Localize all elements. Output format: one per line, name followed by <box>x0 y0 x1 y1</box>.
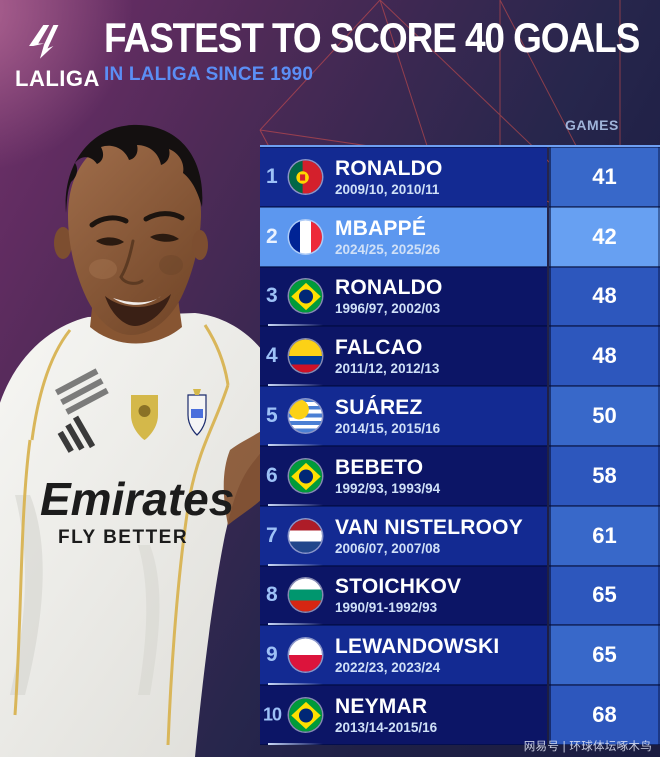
svg-text:Emirates: Emirates <box>40 473 234 525</box>
svg-text:FLY BETTER: FLY BETTER <box>58 527 188 548</box>
